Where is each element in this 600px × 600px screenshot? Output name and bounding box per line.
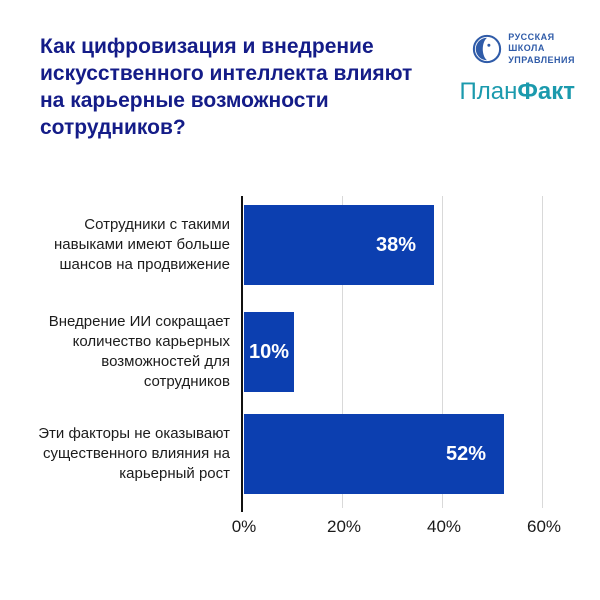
x-tick-label: 60% — [526, 517, 562, 536]
planfact-logo: ПланФакт — [459, 77, 575, 105]
bar: 38% — [244, 205, 434, 285]
bar-value-label: 52% — [445, 442, 486, 465]
gridline-20 — [342, 196, 343, 508]
y-axis-line — [241, 196, 243, 512]
category-label: Эти факторы не оказывают существенного в… — [38, 424, 230, 483]
x-tick-label: 0% — [231, 517, 257, 536]
category-label: Внедрение ИИ сокращает количество карьер… — [48, 312, 230, 391]
bar-value-label: 10% — [248, 340, 290, 363]
gridline-40 — [442, 196, 443, 508]
bar: 10% — [244, 312, 294, 392]
rsu-logo: РУССКАЯ ШКОЛА УПРАВЛЕНИЯ — [472, 32, 575, 66]
category-label: Сотрудники с такими навыками имеют больш… — [53, 215, 230, 274]
rsu-logo-text: РУССКАЯ ШКОЛА УПРАВЛЕНИЯ — [508, 32, 575, 65]
x-tick-label: 20% — [326, 517, 362, 536]
bar-value-label: 38% — [375, 233, 416, 256]
x-tick-label: 40% — [426, 517, 462, 536]
logo-area: РУССКАЯ ШКОЛА УПРАВЛЕНИЯ ПланФакт — [415, 32, 575, 104]
gridline-60 — [542, 196, 543, 508]
bar: 52% — [244, 414, 504, 494]
chart-title: Как цифровизация и внедрение искусственн… — [40, 35, 413, 139]
rsu-globe-icon — [472, 34, 502, 64]
